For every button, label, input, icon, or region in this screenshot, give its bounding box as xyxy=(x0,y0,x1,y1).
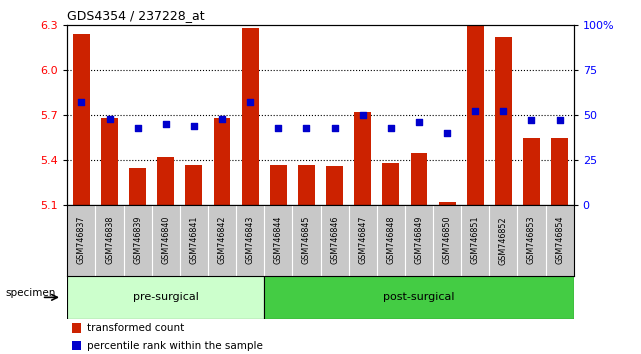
Point xyxy=(498,109,508,114)
Text: GSM746850: GSM746850 xyxy=(442,216,452,264)
Bar xyxy=(157,157,174,205)
Text: GSM746849: GSM746849 xyxy=(415,216,424,264)
Point xyxy=(329,125,340,131)
Text: post-surgical: post-surgical xyxy=(383,292,454,302)
Point xyxy=(245,99,255,105)
Text: GSM746838: GSM746838 xyxy=(105,216,114,264)
Bar xyxy=(129,168,146,205)
Bar xyxy=(551,138,568,205)
Bar xyxy=(264,276,574,319)
Text: GSM746844: GSM746844 xyxy=(274,216,283,264)
Text: transformed count: transformed count xyxy=(87,323,184,333)
Bar xyxy=(523,138,540,205)
Bar xyxy=(326,166,343,205)
Point xyxy=(442,130,453,136)
Bar xyxy=(495,37,512,205)
Bar xyxy=(67,276,264,319)
Point xyxy=(301,125,312,131)
Point xyxy=(273,125,283,131)
Text: GSM746840: GSM746840 xyxy=(162,216,171,264)
Bar xyxy=(410,153,428,205)
Bar xyxy=(270,165,287,205)
Point xyxy=(133,125,143,131)
Text: GSM746837: GSM746837 xyxy=(77,216,86,264)
Bar xyxy=(438,202,456,205)
Point xyxy=(76,99,87,105)
Text: GDS4354 / 237228_at: GDS4354 / 237228_at xyxy=(67,9,205,22)
Bar xyxy=(298,165,315,205)
Bar xyxy=(73,34,90,205)
Point xyxy=(414,119,424,125)
Text: GSM746842: GSM746842 xyxy=(217,216,226,264)
Text: GSM746846: GSM746846 xyxy=(330,216,339,264)
Text: GSM746851: GSM746851 xyxy=(470,216,479,264)
Bar xyxy=(185,165,203,205)
Bar xyxy=(101,118,118,205)
Bar xyxy=(354,112,371,205)
Bar xyxy=(72,323,81,333)
Point xyxy=(217,116,227,121)
Point xyxy=(188,123,199,129)
Point xyxy=(161,121,171,127)
Text: GSM746853: GSM746853 xyxy=(527,216,536,264)
Point xyxy=(526,118,537,123)
Bar xyxy=(467,22,484,205)
Text: pre-surgical: pre-surgical xyxy=(133,292,199,302)
Text: GSM746852: GSM746852 xyxy=(499,216,508,264)
Text: GSM746848: GSM746848 xyxy=(387,216,395,264)
Text: GSM746843: GSM746843 xyxy=(246,216,254,264)
Point xyxy=(470,109,480,114)
Text: GSM746839: GSM746839 xyxy=(133,216,142,264)
Text: GSM746847: GSM746847 xyxy=(358,216,367,264)
Point xyxy=(386,125,396,131)
Text: GSM746845: GSM746845 xyxy=(302,216,311,264)
Bar xyxy=(213,118,231,205)
Bar xyxy=(242,28,258,205)
Text: GSM746854: GSM746854 xyxy=(555,216,564,264)
Bar xyxy=(383,163,399,205)
Point xyxy=(104,116,115,121)
Text: specimen: specimen xyxy=(5,288,56,298)
Point xyxy=(554,118,565,123)
Bar xyxy=(72,341,81,350)
Point xyxy=(358,112,368,118)
Text: percentile rank within the sample: percentile rank within the sample xyxy=(87,341,262,350)
Text: GSM746841: GSM746841 xyxy=(189,216,199,264)
